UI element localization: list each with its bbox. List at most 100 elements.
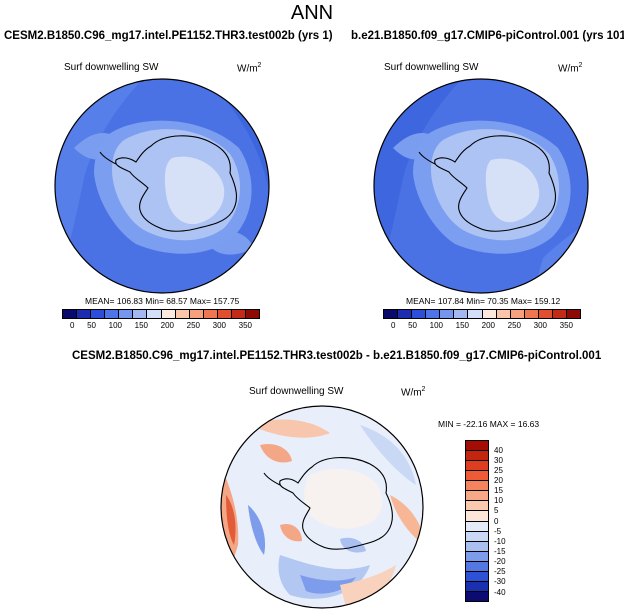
colorbar-tick-label: 5 <box>494 506 499 516</box>
colorbar-tick-label: 15 <box>494 486 503 496</box>
colorbar-swatch <box>466 511 488 522</box>
diff-stats: MIN = -22.16 MAX = 16.63 <box>438 419 540 429</box>
colorbar-swatch <box>91 310 106 318</box>
colorbar-tick-label: 20 <box>494 475 503 485</box>
colorbar-swatch <box>189 310 204 318</box>
colorbar-swatch <box>175 310 190 318</box>
colorbar-tick-label: 350 <box>559 321 573 330</box>
colorbar-swatch <box>466 551 488 562</box>
colorbar-swatch <box>231 310 247 318</box>
colorbar-swatch <box>466 531 488 542</box>
colorbar-swatch <box>398 310 413 318</box>
colorbar-swatch <box>384 310 399 318</box>
left-colorbar-ticks: 0 50 100 150 200 250 300 350 <box>62 319 260 330</box>
colorbar-swatch <box>567 310 581 318</box>
diff-colorbar: 40 30 25 20 15 10 5 0 -5 -10 -15 -20 -25 -30 -40 <box>465 440 506 602</box>
colorbar-tick-label: 0 <box>494 516 499 526</box>
colorbar-tick-label: 200 <box>160 321 174 330</box>
colorbar-tick-label: -20 <box>494 557 506 567</box>
colorbar-swatch <box>119 310 134 318</box>
colorbar-swatch <box>466 451 488 462</box>
colorbar-swatch <box>466 441 488 452</box>
colorbar-swatch <box>466 521 488 532</box>
colorbar-tick-label: 250 <box>507 321 521 330</box>
colorbar-tick-label: -25 <box>494 567 506 577</box>
colorbar-swatch <box>496 310 511 318</box>
colorbar-tick-label: 150 <box>455 321 469 330</box>
colorbar-swatch <box>246 310 260 318</box>
colorbar-tick-label: 250 <box>186 321 200 330</box>
diff-polar-map <box>220 405 424 609</box>
colorbar-swatch <box>466 591 488 601</box>
colorbar-swatch <box>440 310 455 318</box>
colorbar-swatch <box>412 310 427 318</box>
colorbar-tick-label: 0 <box>70 321 75 330</box>
diff-colorbar-boxes <box>465 440 489 602</box>
colorbar-tick-label: -10 <box>494 536 506 546</box>
left-case-title: CESM2.B1850.C96_mg17.intel.PE1152.THR3.t… <box>4 30 333 42</box>
right-units-label: W/m2 <box>558 62 583 75</box>
left-units-label: W/m2 <box>237 62 262 75</box>
right-polar-map <box>373 78 589 294</box>
page-title: ANN <box>290 2 334 24</box>
colorbar-swatch <box>147 310 162 318</box>
colorbar-swatch <box>161 310 176 318</box>
diff-case-title: CESM2.B1850.C96_mg17.intel.PE1152.THR3.t… <box>72 350 602 362</box>
colorbar-tick-label: 30 <box>494 455 503 465</box>
colorbar-swatch <box>466 561 488 572</box>
colorbar-tick-label: 10 <box>494 496 503 506</box>
colorbar-tick-label: -40 <box>494 587 506 597</box>
colorbar-swatch <box>426 310 441 318</box>
colorbar-tick-label: 25 <box>494 465 503 475</box>
right-stats: MEAN= 107.84 Min= 70.35 Max= 159.12 <box>406 296 561 306</box>
colorbar-swatch <box>63 310 78 318</box>
left-colorbar-boxes <box>62 309 260 319</box>
colorbar-swatch <box>466 491 488 502</box>
colorbar-swatch <box>133 310 148 318</box>
colorbar-swatch <box>466 481 488 492</box>
colorbar-swatch <box>466 501 488 512</box>
diff-variable-label: Surf downwelling SW <box>249 386 344 397</box>
colorbar-swatch <box>466 471 488 482</box>
colorbar-swatch <box>203 310 218 318</box>
colorbar-swatch <box>454 310 469 318</box>
colorbar-tick-label: 300 <box>533 321 547 330</box>
colorbar-tick-label: 150 <box>134 321 148 330</box>
colorbar-swatch <box>466 581 488 592</box>
colorbar-tick-label: -15 <box>494 546 506 556</box>
right-case-title: b.e21.B1850.f09_g17.CMIP6-piControl.001 … <box>351 30 624 42</box>
colorbar-swatch <box>538 310 553 318</box>
colorbar-swatch <box>466 541 488 552</box>
colorbar-tick-label: 50 <box>87 321 96 330</box>
right-colorbar: 0 50 100 150 200 250 300 350 <box>383 309 581 330</box>
left-colorbar: 0 50 100 150 200 250 300 350 <box>62 309 260 330</box>
colorbar-swatch <box>466 571 488 582</box>
colorbar-swatch <box>552 310 568 318</box>
colorbar-swatch <box>482 310 497 318</box>
left-stats: MEAN= 106.83 Min= 68.57 Max= 157.75 <box>85 296 240 306</box>
colorbar-swatch <box>77 310 92 318</box>
colorbar-tick-label: 50 <box>408 321 417 330</box>
colorbar-tick-label: 350 <box>238 321 252 330</box>
right-variable-label: Surf downwelling SW <box>384 62 479 73</box>
left-variable-label: Surf downwelling SW <box>64 62 159 73</box>
right-colorbar-boxes <box>383 309 581 319</box>
colorbar-tick-label: 300 <box>212 321 226 330</box>
colorbar-swatch <box>105 310 120 318</box>
diff-units-label: W/m2 <box>401 386 426 399</box>
colorbar-tick-label: 0 <box>391 321 396 330</box>
left-polar-map <box>54 78 270 294</box>
colorbar-swatch <box>524 310 539 318</box>
colorbar-swatch <box>468 310 483 318</box>
right-colorbar-ticks: 0 50 100 150 200 250 300 350 <box>383 319 581 330</box>
colorbar-swatch <box>217 310 232 318</box>
colorbar-tick-label: 100 <box>429 321 443 330</box>
colorbar-tick-label: -30 <box>494 577 506 587</box>
colorbar-tick-label: 40 <box>494 445 503 455</box>
colorbar-swatch <box>466 461 488 472</box>
colorbar-tick-label: 200 <box>481 321 495 330</box>
diff-colorbar-ticks: 40 30 25 20 15 10 5 0 -5 -10 -15 -20 -25 -30 -40 <box>494 440 506 602</box>
colorbar-tick-label: 100 <box>108 321 122 330</box>
colorbar-swatch <box>510 310 525 318</box>
colorbar-tick-label: -5 <box>494 526 502 536</box>
